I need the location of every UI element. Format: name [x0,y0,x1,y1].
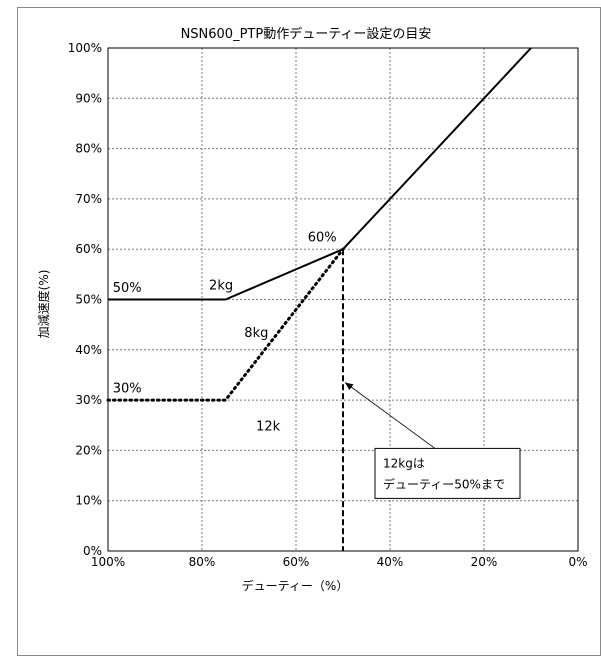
series-line-2kg [108,47,532,301]
x-tick-label: 0% [568,555,587,569]
y-tick-label: 20% [75,443,102,457]
callout-text: 12kgは [383,456,425,470]
y-tick-label: 80% [75,142,102,156]
callout-arrow [344,382,436,449]
y-tick-label: 0% [83,544,102,558]
annotation-label: 60% [308,231,337,246]
annotation-label: 30% [113,382,142,397]
x-tick-label: 60% [283,555,310,569]
x-axis-label: デューティー（%） [242,578,349,593]
chart-frame: NSN600_PTP動作デューティー設定の目安 0% 10% 20% 30% 40% 50… [17,7,601,656]
y-tick-label: 90% [75,91,102,105]
x-tick-label: 20% [471,555,498,569]
annotation-label: 12k [256,419,281,434]
annotation-label: 50% [113,281,142,296]
y-tick-label: 60% [75,242,102,256]
y-tick-label: 10% [75,494,102,508]
x-tick-label: 80% [189,555,216,569]
y-tick-label: 50% [75,293,102,307]
y-tick-label: 40% [75,343,102,357]
plot-border [107,47,579,552]
y-axis-label: 加減速度(%) [36,270,51,339]
x-axis-ticks: 100% 80% 60% 40% 20% 0% [91,555,588,569]
annotations: 50% 2kg 60% 8kg 30% 12k [113,231,337,435]
y-tick-label: 70% [75,192,102,206]
y-tick-label: 30% [75,393,102,407]
callout-box [374,447,521,499]
y-tick-label: 100% [68,41,102,55]
callout-arrowhead [345,382,354,391]
series-line-8kg [106,247,345,402]
annotation-label: 8kg [244,326,268,341]
series-group [106,47,532,551]
y-axis-ticks: 0% 10% 20% 30% 40% 50% 60% 70% 80% 90% 100% [68,41,102,558]
duty-chart: NSN600_PTP動作デューティー設定の目安 0% 10% 20% 30% 40% 50… [36,26,588,593]
x-tick-label: 40% [377,555,404,569]
chart-title: NSN600_PTP動作デューティー設定の目安 [181,26,432,42]
x-tick-label: 100% [91,555,125,569]
annotation-label: 2kg [209,278,233,293]
callout-text: デューティー50%まで [383,476,505,491]
plot-area [107,47,579,552]
